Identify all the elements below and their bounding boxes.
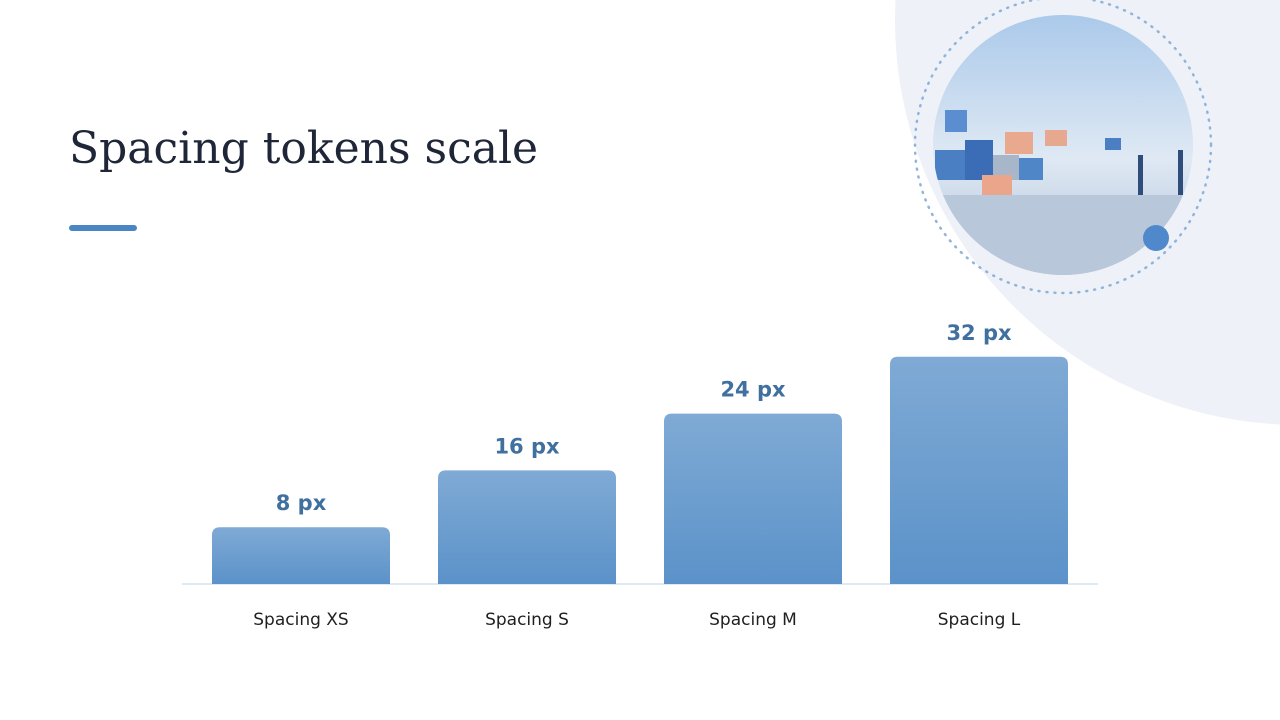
- bar: [212, 527, 390, 584]
- bar: [890, 356, 1068, 584]
- accent-dot: [1143, 225, 1169, 251]
- x-tick-label: Spacing XS: [253, 610, 348, 630]
- value-label: 32 px: [946, 321, 1012, 345]
- dotted-ring: [913, 0, 1213, 295]
- value-label: 16 px: [494, 434, 560, 458]
- x-tick-label: Spacing S: [485, 610, 569, 630]
- bar: [664, 413, 842, 584]
- chart-title: Spacing tokens scale: [69, 123, 538, 174]
- bar: [438, 470, 616, 584]
- x-tick-label: Spacing L: [938, 610, 1021, 630]
- title-underline: [69, 225, 137, 231]
- value-label: 8 px: [276, 491, 327, 515]
- x-tick-label: Spacing M: [709, 610, 797, 630]
- value-label: 24 px: [720, 378, 786, 402]
